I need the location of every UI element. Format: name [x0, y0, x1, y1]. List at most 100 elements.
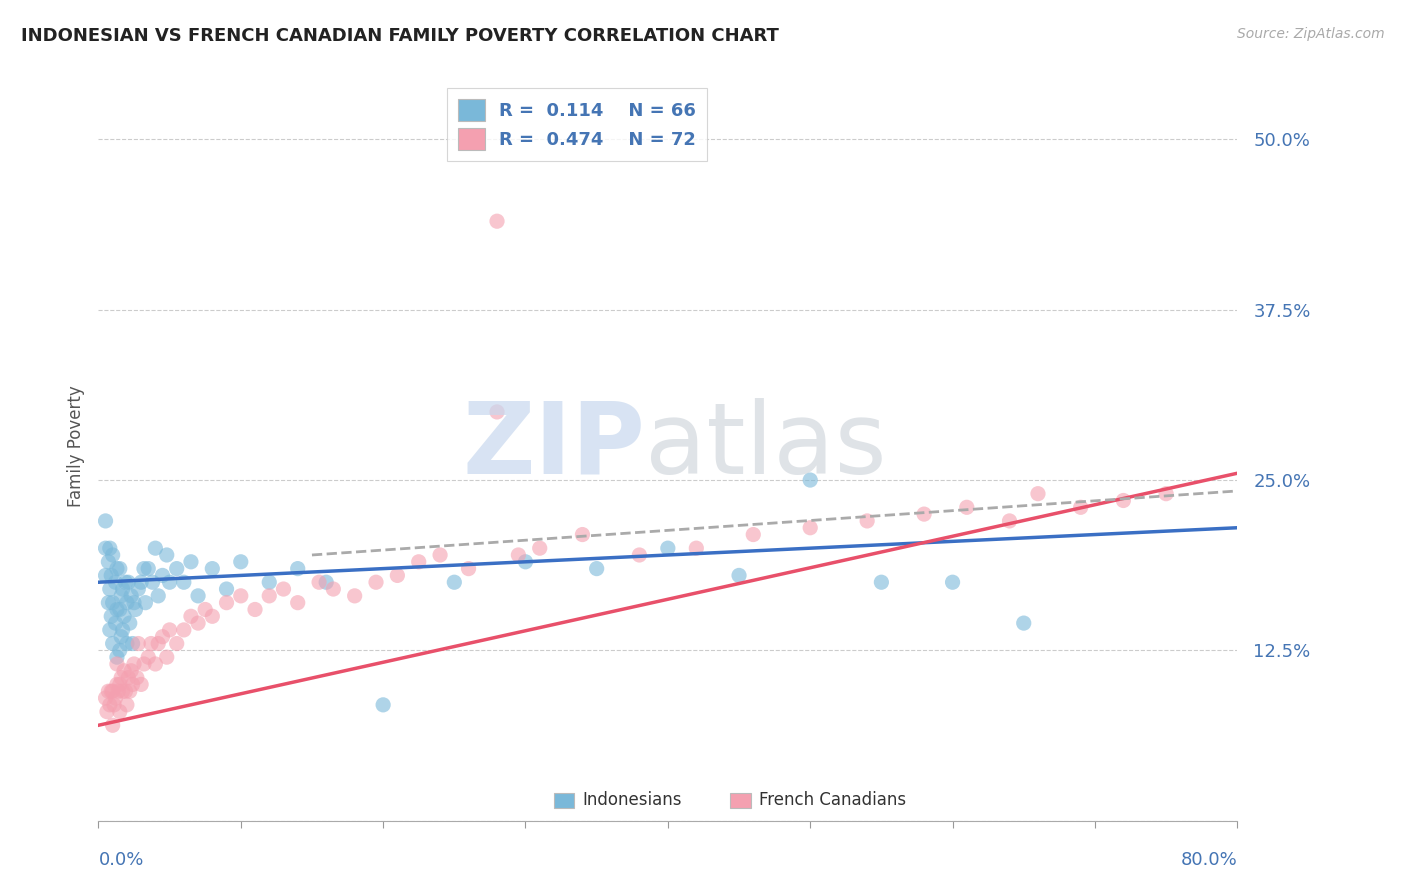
Point [571, 527, 593, 541]
Point [125, 671, 148, 685]
Point [104, 691, 127, 706]
Point [145, 657, 167, 671]
Point [98, 582, 121, 596]
Point [112, 664, 135, 678]
Point [173, 575, 195, 590]
Point [101, 684, 124, 698]
Point [101, 636, 124, 650]
Point [728, 568, 751, 582]
Point [628, 548, 651, 562]
Point [112, 609, 135, 624]
Point [156, 548, 179, 562]
Point [105, 677, 128, 691]
Point [100, 568, 122, 582]
Point [148, 589, 170, 603]
Point [120, 589, 142, 603]
Point [101, 596, 124, 610]
Point [194, 602, 217, 616]
Point [215, 582, 238, 596]
Point [1026, 486, 1049, 500]
Point [107, 684, 129, 698]
Point [443, 575, 465, 590]
Point [94, 541, 117, 556]
Point [457, 561, 479, 575]
Point [100, 684, 122, 698]
Point [127, 636, 149, 650]
Point [120, 664, 142, 678]
Point [166, 561, 188, 575]
Point [118, 684, 141, 698]
Point [364, 575, 387, 590]
Point [97, 684, 120, 698]
Point [912, 507, 935, 521]
Point [273, 582, 295, 596]
Point [122, 596, 145, 610]
Point [111, 623, 134, 637]
Text: French Canadians: French Canadians [759, 791, 905, 809]
Point [132, 657, 155, 671]
Point [799, 521, 821, 535]
Legend: R =  0.114    N = 66, R =  0.474    N = 72: R = 0.114 N = 66, R = 0.474 N = 72 [447, 88, 707, 161]
Point [98, 623, 121, 637]
Text: 80.0%: 80.0% [1181, 851, 1237, 869]
Point [103, 698, 125, 712]
Point [127, 582, 149, 596]
Point [132, 561, 155, 575]
Point [108, 561, 131, 575]
Point [287, 596, 309, 610]
Point [308, 575, 330, 590]
Point [152, 568, 174, 582]
Point [141, 575, 163, 590]
Point [515, 555, 537, 569]
Point [159, 623, 181, 637]
Point [180, 555, 202, 569]
Point [322, 582, 344, 596]
Point [148, 636, 170, 650]
Point [159, 575, 181, 590]
Point [799, 473, 821, 487]
Point [585, 561, 607, 575]
Point [856, 514, 879, 528]
Point [108, 677, 131, 691]
Point [956, 500, 979, 515]
Bar [554, 793, 575, 808]
Point [110, 589, 132, 603]
Text: INDONESIAN VS FRENCH CANADIAN FAMILY POVERTY CORRELATION CHART: INDONESIAN VS FRENCH CANADIAN FAMILY POV… [21, 27, 779, 45]
Point [259, 575, 281, 590]
Point [187, 589, 209, 603]
Text: Source: ZipAtlas.com: Source: ZipAtlas.com [1237, 27, 1385, 41]
Point [111, 582, 134, 596]
Point [343, 589, 366, 603]
Point [187, 616, 209, 631]
Point [108, 643, 131, 657]
Point [229, 589, 252, 603]
Point [942, 575, 965, 590]
Point [201, 561, 224, 575]
Point [115, 596, 138, 610]
Point [110, 630, 132, 644]
Point [1112, 493, 1135, 508]
Point [685, 541, 707, 556]
Point [259, 589, 281, 603]
Point [104, 575, 127, 590]
Point [97, 596, 120, 610]
Point [129, 677, 152, 691]
Point [129, 575, 152, 590]
Point [173, 623, 195, 637]
Point [105, 561, 128, 575]
Point [180, 609, 202, 624]
Point [1012, 616, 1035, 631]
Point [486, 214, 509, 228]
Text: atlas: atlas [645, 398, 887, 494]
Text: ZIP: ZIP [463, 398, 645, 494]
Point [136, 650, 159, 665]
Point [111, 684, 134, 698]
Point [215, 596, 238, 610]
Point [122, 657, 145, 671]
Bar [731, 793, 751, 808]
Point [115, 698, 138, 712]
Point [114, 575, 136, 590]
Point [118, 616, 141, 631]
Point [100, 609, 122, 624]
Point [96, 705, 118, 719]
